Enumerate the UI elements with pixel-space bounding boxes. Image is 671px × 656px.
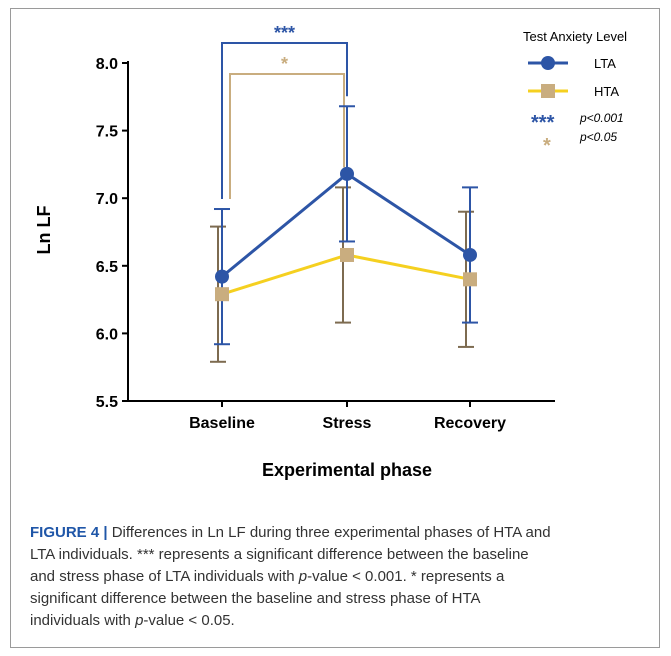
plot-area: 5.5 6.0 6.5 7.0 7.5 8.0 Baseline Stress Recovery… xyxy=(96,23,555,432)
caption-line5b: -value < 0.05. xyxy=(143,612,235,629)
figure-frame xyxy=(10,8,660,648)
data-point-hta xyxy=(463,272,477,287)
data-point-lta xyxy=(215,269,229,284)
y-axis-label: Ln LF xyxy=(34,206,54,255)
caption-line3b: -value < 0.001. * represents a xyxy=(307,568,505,585)
caption-line3a: and stress phase of LTA individuals with xyxy=(30,568,299,585)
legend-lta-marker xyxy=(541,56,555,70)
caption-line2: LTA individuals. *** represents a signif… xyxy=(30,546,529,563)
figure-caption: FIGURE 4 | Differences in Ln LF during t… xyxy=(30,522,635,632)
legend-hta-label: HTA xyxy=(594,84,619,99)
caption-figure-label: FIGURE 4 | xyxy=(30,524,108,541)
significance-label-hta: * xyxy=(281,54,288,74)
legend: Test Anxiety Level LTA HTA *** p<0.001 *… xyxy=(523,29,627,157)
legend-hta-marker xyxy=(541,84,555,98)
x-axis-label: Experimental phase xyxy=(262,460,432,480)
significance-label-lta: *** xyxy=(274,23,295,43)
data-point-lta xyxy=(340,166,354,181)
y-tick-label: 5.5 xyxy=(96,394,118,411)
legend-sig2-text: p<0.05 xyxy=(579,130,617,144)
chart: 5.5 6.0 6.5 7.0 7.5 8.0 Baseline Stress Recovery… xyxy=(34,23,627,480)
data-point-hta xyxy=(215,287,229,302)
y-tick-label: 7.0 xyxy=(96,191,118,208)
y-tick-label: 6.5 xyxy=(96,259,118,276)
caption-line1: Differences in Ln LF during three experi… xyxy=(107,524,551,541)
legend-sig2-symbol: * xyxy=(543,135,551,157)
y-tick-label: 7.5 xyxy=(96,124,118,141)
x-tick-label: Baseline xyxy=(189,415,255,432)
data-point-lta xyxy=(463,247,477,262)
caption-p2: p xyxy=(135,612,144,629)
x-tick-label: Recovery xyxy=(434,415,506,432)
data-point-hta xyxy=(340,247,354,262)
significance-bracket-lta xyxy=(221,42,348,200)
y-tick-label: 6.0 xyxy=(96,326,118,343)
legend-title: Test Anxiety Level xyxy=(523,29,627,44)
significance-bracket-hta xyxy=(229,73,345,200)
caption-p1: p xyxy=(298,568,308,585)
legend-lta-label: LTA xyxy=(594,56,616,71)
legend-sig1-text: p<0.001 xyxy=(579,111,624,125)
y-tick-label: 8.0 xyxy=(96,56,118,73)
legend-sig1-symbol: *** xyxy=(531,112,555,134)
caption-line4: significant difference between the basel… xyxy=(30,590,481,607)
caption-line5a: individuals with xyxy=(30,612,136,629)
x-tick-label: Stress xyxy=(323,415,372,432)
